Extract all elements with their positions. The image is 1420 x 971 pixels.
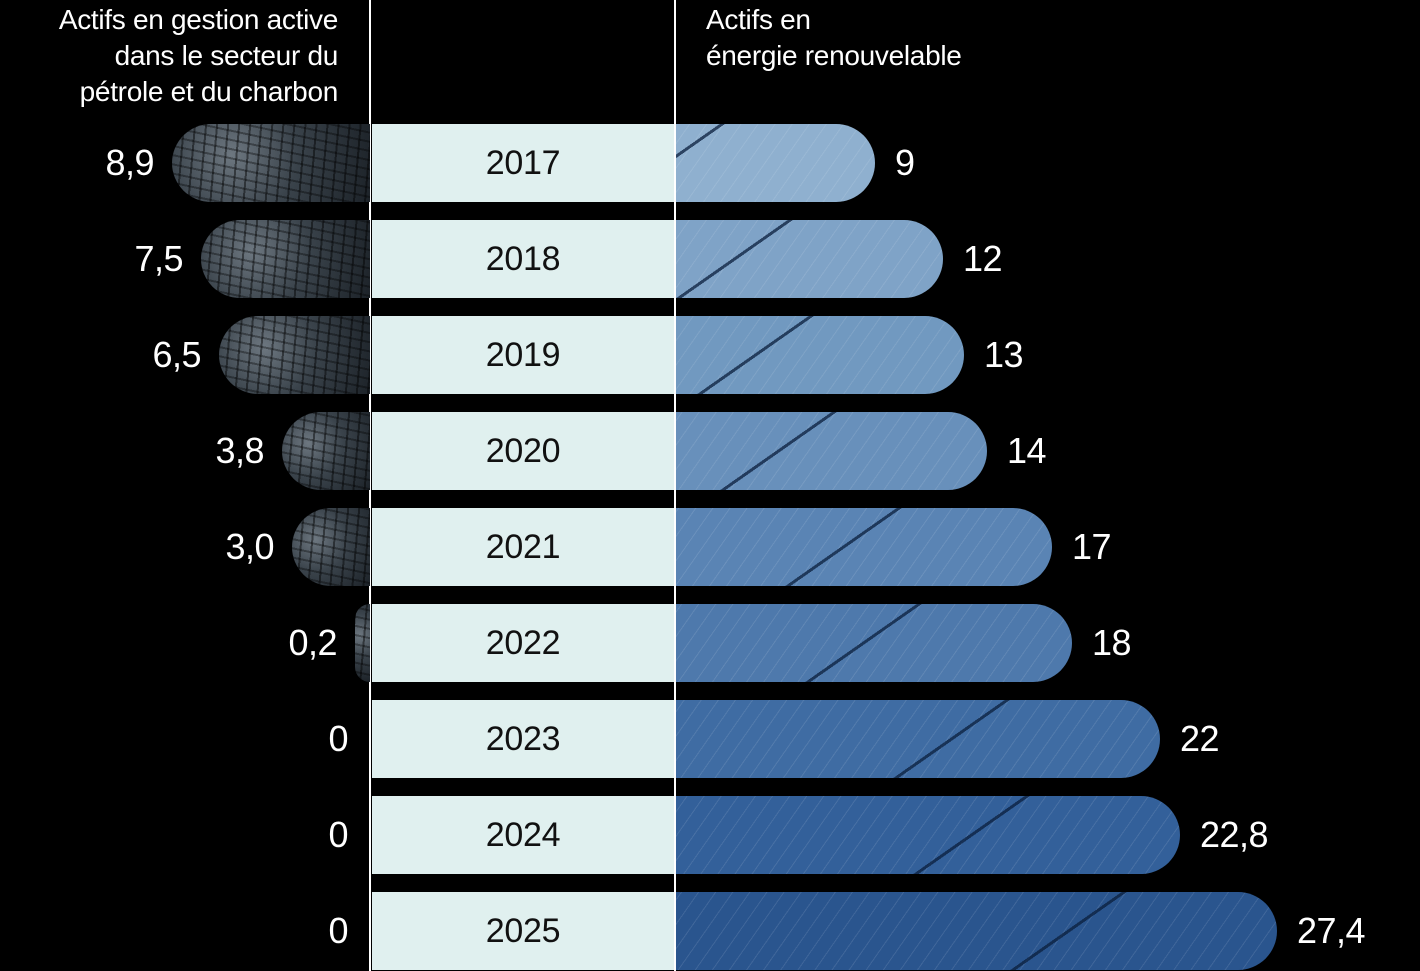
fossil-value-label: 3,8 — [215, 430, 264, 471]
chart-row: 0 2024 22,8 — [0, 796, 1420, 874]
header-fossil-line: Actifs en gestion active — [58, 4, 338, 35]
header-renewable: Actifs en énergie renouvelable — [706, 2, 1106, 74]
fossil-value-label: 0 — [328, 718, 348, 759]
renewable-bar — [676, 220, 943, 298]
chart-row: 7,5 2018 12 — [0, 220, 1420, 298]
divider-left — [369, 0, 371, 971]
year-label: 2019 — [372, 316, 674, 394]
chart-row: 3,0 2021 17 — [0, 508, 1420, 586]
header-fossil: Actifs en gestion active dans le secteur… — [0, 2, 338, 110]
fossil-bar — [355, 604, 370, 682]
chart-row: 8,9 2017 9 — [0, 124, 1420, 202]
header-fossil-line: dans le secteur du — [114, 40, 339, 71]
renewable-bar — [676, 412, 987, 490]
fossil-bar — [219, 316, 370, 394]
divider-right — [674, 0, 676, 971]
fossil-bar — [201, 220, 370, 298]
chart-row: 0 2023 22 — [0, 700, 1420, 778]
year-label: 2021 — [372, 508, 674, 586]
fossil-bar — [292, 508, 370, 586]
chart-row: 0,2 2022 18 — [0, 604, 1420, 682]
year-label: 2017 — [372, 124, 674, 202]
renewable-value-label: 17 — [1072, 526, 1112, 567]
year-label: 2020 — [372, 412, 674, 490]
renewable-value-label: 27,4 — [1297, 910, 1366, 951]
renewable-value-label: 22,8 — [1200, 814, 1269, 855]
chart-row: 3,8 2020 14 — [0, 412, 1420, 490]
fossil-bar — [282, 412, 370, 490]
renewable-bar — [676, 316, 964, 394]
renewable-bar — [676, 508, 1052, 586]
year-label: 2018 — [372, 220, 674, 298]
header-fossil-line: pétrole et du charbon — [79, 76, 339, 107]
renewable-value-label: 13 — [984, 334, 1024, 375]
year-label: 2022 — [372, 604, 674, 682]
fossil-value-label: 8,9 — [105, 142, 154, 183]
fossil-value-label: 0 — [328, 910, 348, 951]
chart-row: 6,5 2019 13 — [0, 316, 1420, 394]
renewable-value-label: 9 — [895, 142, 915, 183]
fossil-value-label: 0,2 — [288, 622, 337, 663]
fossil-value-label: 6,5 — [152, 334, 201, 375]
renewable-value-label: 14 — [1007, 430, 1047, 471]
renewable-bar — [676, 796, 1180, 874]
renewable-bar — [676, 892, 1277, 970]
renewable-bar — [676, 604, 1072, 682]
renewable-value-label: 18 — [1092, 622, 1132, 663]
year-label: 2023 — [372, 700, 674, 778]
year-label: 2024 — [372, 796, 674, 874]
header-renewable-line: Actifs en — [706, 4, 811, 35]
chart-row: 0 2025 27,4 — [0, 892, 1420, 970]
year-label: 2025 — [372, 892, 674, 970]
renewable-value-label: 22 — [1180, 718, 1220, 759]
renewable-bar — [676, 124, 875, 202]
fossil-value-label: 0 — [328, 814, 348, 855]
fossil-bar — [172, 124, 370, 202]
renewable-value-label: 12 — [963, 238, 1003, 279]
renewable-bar — [676, 700, 1160, 778]
fossil-value-label: 3,0 — [225, 526, 274, 567]
header-renewable-line: énergie renouvelable — [706, 40, 962, 71]
fossil-value-label: 7,5 — [134, 238, 183, 279]
